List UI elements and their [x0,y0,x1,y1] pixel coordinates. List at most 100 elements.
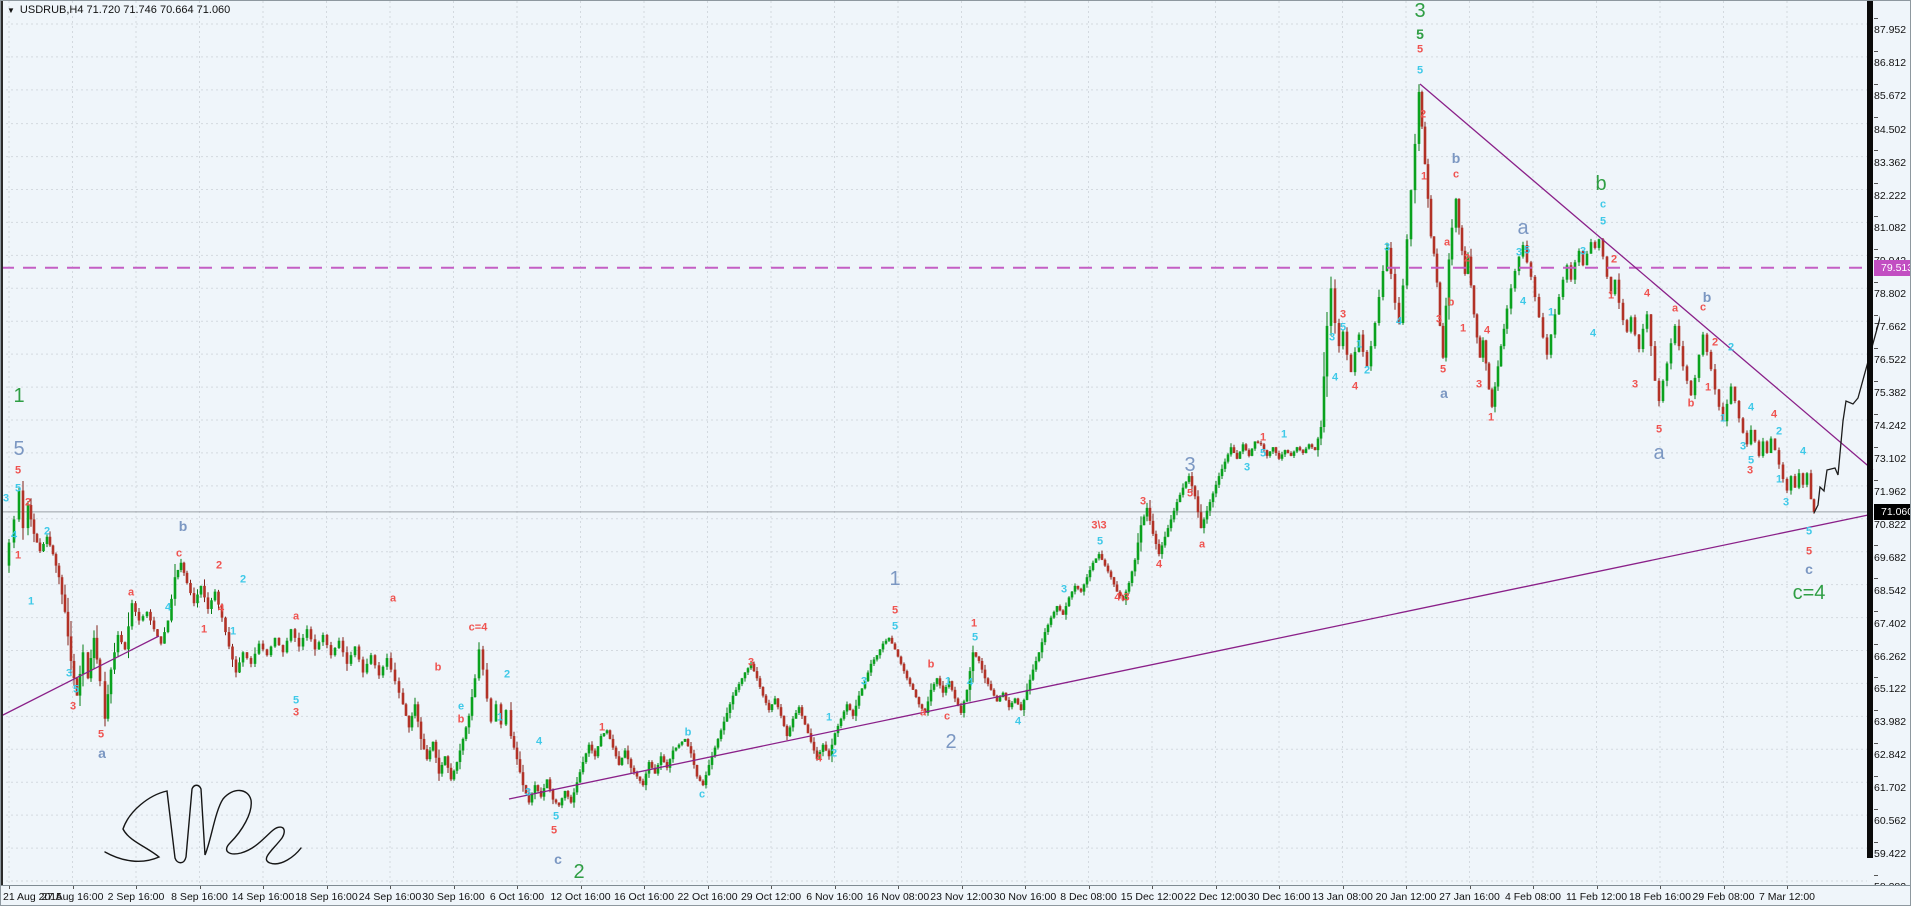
time-tick-mark [517,886,518,889]
time-tick-mark [453,886,455,889]
time-tick: 20 Jan 12:00 [1375,891,1437,903]
time-tick-mark [1723,886,1725,889]
time-tick-mark [326,886,328,889]
time-tick: 22 Dec 12:00 [1184,891,1247,903]
time-tick: 21 Aug 2015 [3,891,62,903]
time-tick-mark [1533,886,1534,889]
price-tag-current: 71.060 [1874,503,1910,520]
time-tick-mark [72,886,74,889]
time-tick: 16 Oct 16:00 [613,891,675,903]
time-tick: 6 Nov 16:00 [806,891,863,903]
trendline-ascending-support[interactable] [508,513,1874,800]
price-tick: 76.522 [1874,342,1910,366]
price-tick: 60.562 [1874,803,1910,827]
time-tick: 8 Dec 08:00 [1060,891,1117,903]
time-tick: 15 Dec 12:00 [1120,891,1184,903]
time-tick-mark [390,886,391,889]
time-tick-mark [1215,886,1217,889]
time-tick: 29 Feb 08:00 [1692,891,1755,903]
time-tick: 22 Oct 16:00 [677,891,738,903]
symbol-title: ▼ USDRUB,H4 71.720 71.746 70.664 71.060 [7,4,230,16]
time-tick-mark [1596,886,1598,889]
time-tick: 30 Sep 16:00 [422,891,485,903]
price-tick: 77.662 [1874,309,1910,333]
time-tick: 4 Feb 08:00 [1504,891,1562,903]
time-tick: 24 Sep 16:00 [358,891,422,903]
time-tick-mark [1025,886,1026,889]
time-tick-mark [644,886,645,889]
time-tick: 7 Mar 12:00 [1758,891,1816,903]
time-tick-mark [580,886,582,889]
time-tick: 12 Oct 16:00 [550,891,611,903]
time-tick-mark [1342,886,1344,889]
time-tick-mark [199,886,201,889]
price-tick: 66.262 [1874,639,1910,663]
time-tick-mark [834,886,836,889]
price-tick: 83.362 [1874,145,1910,169]
time-tick-mark [898,886,899,889]
price-axis[interactable]: 87.952 86.812 85.672 84.502 83.362 82.222 81.0… [1874,1,1910,893]
time-tick-mark [1152,886,1153,889]
projection-arrow-line[interactable] [1813,278,1880,514]
time-tick-mark [1279,886,1280,889]
time-tick: 13 Jan 08:00 [1312,891,1373,903]
chart-left-border [1,1,3,885]
price-tick: 59.422 [1874,836,1910,860]
time-tick-mark [771,886,772,889]
time-tick-mark [9,886,10,889]
price-tick: 68.542 [1874,573,1910,597]
time-tick: 14 Sep 16:00 [231,891,295,903]
time-tick: 18 Sep 16:00 [295,891,358,903]
price-tick: 82.222 [1874,178,1910,202]
price-tick: 84.502 [1874,112,1910,136]
time-tick: 11 Feb 12:00 [1565,891,1628,903]
price-tick: 81.082 [1874,210,1910,234]
candles [7,84,1816,809]
chart-canvas[interactable] [1,1,1880,885]
price-tick: 63.982 [1874,704,1910,728]
trendline-descending-from-peak[interactable] [1419,83,1874,471]
price-tick: 75.382 [1874,375,1910,399]
price-tick: 78.802 [1874,276,1910,300]
trendline-left-support-segment[interactable] [1,635,160,717]
price-tick: 86.812 [1874,45,1910,69]
price-tick: 61.702 [1874,770,1910,794]
time-tick: 30 Dec 16:00 [1247,891,1311,903]
time-tick-mark [961,886,963,889]
price-tick: 65.122 [1874,671,1910,695]
time-tick: 27 Aug 16:00 [41,891,104,903]
time-tick-mark [1469,886,1471,889]
time-tick-mark [1088,886,1090,889]
time-tick: 27 Jan 16:00 [1439,891,1500,903]
time-tick-mark [263,886,264,889]
time-axis[interactable]: 21 Aug 2015 27 Aug 16:00 2 Sep 16:00 8 Sep … [1,885,1910,905]
time-tick-mark [707,886,709,889]
time-tick-mark [136,886,137,889]
time-tick: 8 Sep 16:00 [171,891,228,903]
price-tick: 71.962 [1874,474,1910,498]
price-tick: 62.842 [1874,737,1910,761]
time-tick: 29 Oct 12:00 [740,891,802,903]
time-tick: 2 Sep 16:00 [107,891,165,903]
time-tick: 23 Nov 12:00 [930,891,993,903]
price-tag-target: 79.513 [1874,259,1910,276]
price-tick: 87.952 [1874,12,1910,36]
time-tick: 30 Nov 16:00 [993,891,1057,903]
time-tick-mark [1660,886,1661,889]
price-tick: 85.672 [1874,78,1910,102]
time-tick: 16 Nov 08:00 [866,891,930,903]
price-tick: 74.242 [1874,408,1910,432]
price-tick: 69.682 [1874,540,1910,564]
signature-scribble [104,784,302,865]
time-tick-mark [1787,886,1788,889]
time-tick-mark [1406,886,1407,889]
symbol-dropdown-icon[interactable]: ▼ [7,5,15,15]
price-tick: 73.102 [1874,441,1910,465]
time-tick: 6 Oct 16:00 [489,891,545,903]
chart-right-border-bar [1867,1,1873,858]
symbol-ohlc-text: USDRUB,H4 71.720 71.746 70.664 71.060 [19,4,231,16]
grid [1,1,1867,885]
price-tick: 67.402 [1874,606,1910,630]
time-tick: 18 Feb 16:00 [1629,891,1691,903]
